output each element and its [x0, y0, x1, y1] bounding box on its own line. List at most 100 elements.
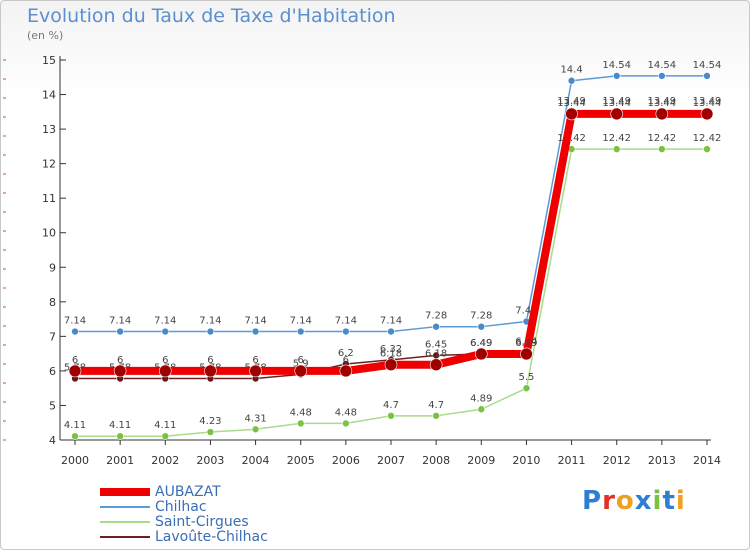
data-label: 6.45: [425, 339, 447, 350]
data-label: 4.31: [244, 413, 266, 424]
data-label: 4.23: [199, 416, 221, 427]
data-point: [113, 364, 127, 378]
data-point: [658, 72, 666, 80]
data-point: [161, 327, 170, 336]
legend-label: AUBAZAT: [155, 483, 221, 500]
data-point: [296, 327, 305, 336]
data-label: 4.11: [64, 420, 86, 431]
y-tick-label: 11: [42, 192, 56, 205]
data-label: 13.49: [648, 96, 677, 107]
y-tick-label: 14: [42, 89, 56, 102]
data-label: 4.48: [290, 407, 312, 418]
logo-letter: o: [615, 486, 635, 516]
data-label: 7.14: [290, 316, 312, 327]
legend-swatch: [100, 520, 150, 523]
logo-letter: i: [675, 486, 686, 516]
legend-swatch: [100, 535, 150, 538]
legend-item: AUBAZAT: [100, 483, 268, 500]
data-label: 6.18: [425, 349, 447, 360]
data-label: 13.49: [693, 96, 722, 107]
y-tick-label: 4: [49, 434, 56, 447]
x-tick-label: 2013: [648, 454, 676, 467]
data-label: 13.49: [557, 96, 586, 107]
legend-item: Saint-Cirgues: [100, 514, 268, 530]
data-label: 6.49: [515, 338, 537, 349]
data-point: [429, 358, 443, 371]
data-point: [342, 419, 350, 428]
data-label: 7.43: [515, 306, 537, 317]
data-label: 7.28: [425, 311, 447, 322]
data-point: [658, 145, 666, 153]
x-tick-label: 2007: [377, 454, 405, 467]
data-point: [294, 364, 308, 378]
data-point: [565, 107, 578, 121]
x-tick-label: 2005: [287, 454, 315, 467]
data-label: 7.14: [380, 316, 402, 327]
data-label: 13.44: [648, 98, 677, 109]
data-point: [161, 432, 170, 441]
data-label: 7.14: [335, 316, 357, 327]
y-tick-label: 12: [42, 158, 56, 171]
x-tick-label: 2010: [512, 454, 540, 467]
series-line-saint-cirgues: [75, 148, 707, 437]
data-point: [612, 72, 621, 80]
data-point: [700, 107, 714, 121]
legend-item: Lavoûte-Chilhac: [100, 528, 268, 545]
x-tick-label: 2008: [422, 454, 450, 467]
data-point: [116, 327, 124, 336]
x-tick-label: 2006: [332, 454, 360, 467]
legend-item: Chilhac: [100, 499, 268, 515]
data-label: 12.42: [602, 133, 631, 144]
data-label: 6: [298, 355, 304, 366]
data-point: [71, 432, 79, 441]
proxiti-logo: Proxiti: [582, 486, 686, 516]
data-label: 14.54: [648, 60, 677, 71]
data-label: 4.7: [428, 400, 444, 411]
legend-swatch: [100, 487, 150, 496]
data-label: 7.28: [470, 311, 492, 322]
data-point: [251, 425, 260, 434]
data-label: 12.42: [648, 133, 677, 144]
data-point: [477, 322, 486, 331]
data-point: [703, 145, 711, 153]
x-tick-label: 2014: [693, 454, 721, 467]
data-label: 14.54: [693, 60, 722, 71]
y-tick-label: 8: [49, 296, 56, 309]
data-point: [432, 322, 440, 331]
data-label: 6: [343, 355, 349, 366]
data-point: [384, 358, 398, 371]
data-label: 4.48: [335, 407, 357, 418]
data-label: 5.5: [518, 372, 534, 383]
data-label: 6.18: [380, 349, 402, 360]
data-label: 6: [162, 355, 168, 366]
logo-letter: i: [652, 486, 663, 516]
data-point: [251, 327, 260, 336]
data-point: [522, 384, 531, 392]
data-label: 6.49: [470, 338, 492, 349]
chart-legend: AUBAZAT Chilhac Saint-Cirgues Lavoûte-Chilh…: [100, 483, 268, 545]
data-point: [567, 76, 576, 85]
x-tick-label: 2003: [196, 454, 224, 467]
data-point: [158, 364, 172, 378]
data-point: [71, 327, 79, 336]
data-label: 4.7: [383, 400, 399, 411]
y-tick-label: 6: [49, 365, 56, 378]
data-point: [204, 364, 217, 378]
legend-label: Lavoûte-Chilhac: [155, 528, 268, 545]
data-point: [477, 405, 486, 414]
legend-swatch: [100, 505, 150, 508]
x-tick-label: 2004: [242, 454, 270, 467]
data-point: [206, 327, 215, 336]
y-tick-label: 13: [42, 123, 56, 136]
data-label: 14.54: [602, 60, 631, 71]
data-label: 13.49: [602, 96, 631, 107]
data-label: 12.42: [693, 133, 722, 144]
data-point: [249, 364, 262, 378]
y-tick-label: 10: [42, 227, 56, 240]
y-tick-label: 5: [49, 399, 56, 412]
data-point: [296, 419, 305, 428]
logo-letter: t: [662, 486, 676, 516]
x-tick-label: 2011: [558, 454, 586, 467]
chart-title: Evolution du Taux de Taxe d'Habitation: [27, 5, 396, 27]
